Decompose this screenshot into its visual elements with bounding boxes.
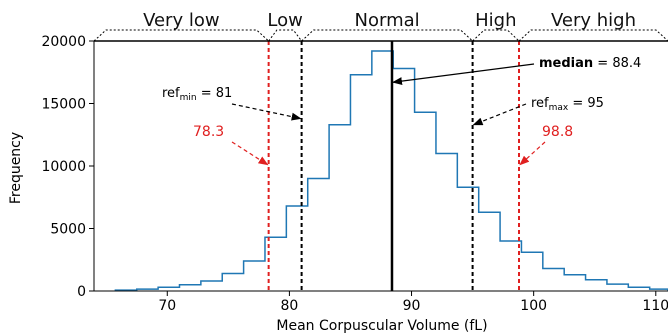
range-bracket-3 (472, 29, 520, 42)
range-label-3: High (475, 10, 516, 31)
x-tick-label: 90 (403, 298, 421, 314)
range-label-4: Very high (551, 10, 636, 31)
range-label-1: Low (267, 10, 302, 31)
y-tick-label: 15000 (41, 97, 86, 113)
median-arrow (391, 63, 535, 86)
very-high-threshold-label: 98.8 (542, 124, 573, 140)
x-tick-label: 70 (158, 298, 176, 314)
annotations: refmin = 81 refmax = 95 median = 88.4 78.3 9… (162, 56, 641, 166)
ref-min-arrow (231, 103, 302, 121)
very-low-threshold-arrow (231, 141, 269, 166)
y-tick-label: 20000 (41, 34, 86, 50)
range-bracket-2 (301, 29, 473, 42)
x-axis-title: Mean Corpuscular Volume (fL) (276, 318, 487, 334)
ref-max-label: refmax = 95 (531, 96, 604, 113)
median-label: median = 88.4 (539, 56, 641, 71)
y-tick-label: 10000 (41, 159, 86, 175)
range-bracket-1 (268, 29, 303, 42)
very-low-threshold-label: 78.3 (193, 124, 224, 140)
x-tick-label: 80 (280, 298, 298, 314)
y-tick-label: 5000 (50, 222, 86, 238)
range-bracket-0 (93, 29, 269, 42)
range-label-0: Very low (143, 10, 220, 31)
very-high-threshold-arrow (519, 141, 546, 166)
ref-min-label: refmin = 81 (162, 86, 232, 103)
y-tick-label: 0 (77, 284, 86, 300)
ref-max-arrow (472, 103, 527, 126)
y-axis-title: Frequency (8, 132, 24, 204)
range-category-bar: Very low Low Normal High Very high (93, 10, 668, 42)
range-label-2: Normal (355, 10, 420, 31)
plot-area: 70 80 90 100 110 0 5000 10000 15000 20000 (41, 34, 668, 314)
x-tick-label: 100 (520, 298, 547, 314)
range-bracket-4 (518, 29, 668, 42)
x-tick-label: 110 (642, 298, 668, 314)
